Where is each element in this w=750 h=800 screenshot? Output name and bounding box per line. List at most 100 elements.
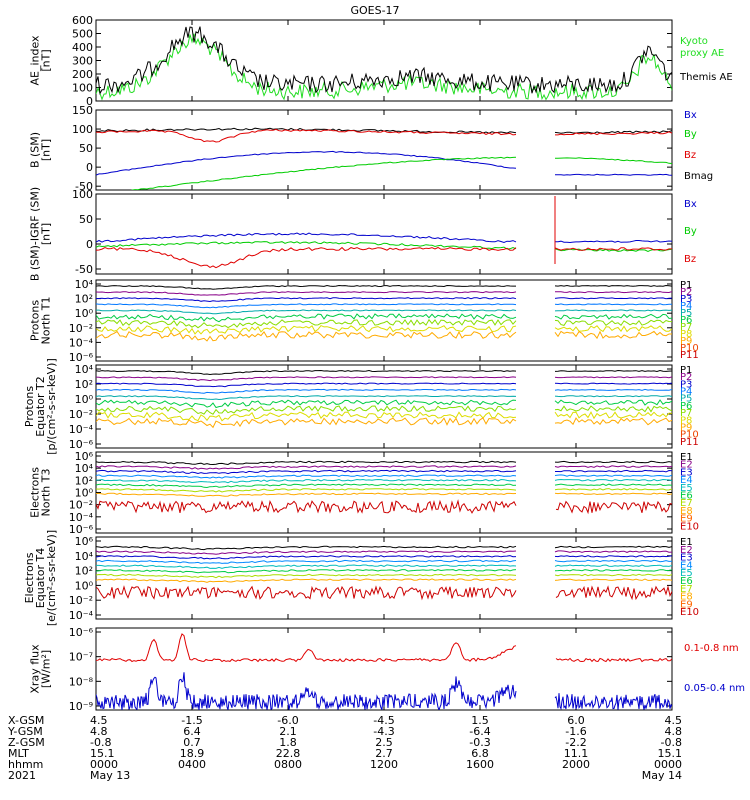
y-tick-label: 10⁻² — [69, 322, 93, 335]
y-tick-label: 10⁻² — [69, 499, 93, 512]
panel-frame — [95, 536, 673, 620]
ephemeris-value: May 14 — [642, 769, 682, 782]
y-axis-label-line: [p/(cm²-s-sr-keV)] — [45, 358, 58, 455]
ephemeris-value: -0.3 — [469, 736, 490, 749]
legend-entry: E8 — [680, 506, 693, 517]
themis-ae-line — [96, 26, 672, 95]
ephemeris-value: 18.9 — [180, 747, 205, 760]
ephemeris-value: 4.8 — [665, 725, 683, 738]
ephemeris-row-label: 2021 — [8, 769, 36, 782]
ephemeris-value: -6.4 — [469, 725, 490, 738]
y-tick-label: 10⁻⁴ — [69, 609, 94, 622]
proton-channel-line — [96, 291, 672, 296]
legend-entry: 0.1-0.8 nm — [684, 643, 739, 654]
ephemeris-value: 1600 — [466, 758, 494, 771]
legend-entry: P4 — [680, 301, 692, 312]
series-group — [96, 460, 672, 515]
proton-channel-line — [96, 411, 672, 422]
y-tick-label: 10⁴ — [75, 363, 94, 376]
ephemeris-value: 0.7 — [183, 736, 201, 749]
ephemeris-value: 1200 — [370, 758, 398, 771]
y-tick-label: 200 — [72, 68, 93, 81]
proton-channel-line — [96, 395, 672, 401]
legend-entry: Bz — [684, 254, 696, 265]
series-group — [96, 369, 672, 429]
y-axis-label-line: B (SM) — [29, 132, 42, 168]
legend-entry: E1 — [680, 537, 693, 548]
ephemeris-value: -6.0 — [277, 714, 298, 727]
y-tick-label: 10⁻⁶ — [69, 438, 94, 451]
y-tick-label: -50 — [75, 263, 93, 276]
electron-e10-line — [96, 499, 672, 515]
panel-frame — [95, 193, 673, 275]
ephemeris-row-label: hhmm — [8, 758, 43, 771]
legend-entry: P8 — [680, 329, 692, 340]
legend-entry: E10 — [680, 607, 699, 618]
legend-entry: Bx — [684, 110, 697, 121]
legend-entry: P7 — [680, 408, 692, 419]
y-axis-label-line: [e/(cm²-s-sr-keV)] — [45, 530, 58, 626]
electron-channel-line — [96, 545, 672, 551]
legend-entry: E5 — [680, 483, 693, 494]
y-tick-label: 10⁴ — [75, 462, 94, 475]
legend-entry: Bz — [684, 150, 696, 161]
electron-channel-line — [96, 469, 672, 475]
legend-entry: E9 — [680, 514, 693, 525]
legend-entry: P9 — [680, 422, 692, 433]
y-axis-label-line: AE_index — [29, 35, 42, 86]
proton-channel-line — [96, 376, 672, 382]
electron-channel-line — [96, 483, 672, 489]
y-tick-label: 100 — [72, 82, 93, 95]
electron-channel-line — [96, 492, 672, 497]
y-tick-label: 10⁻⁹ — [69, 700, 93, 713]
legend-entry: E3 — [680, 467, 693, 478]
y-tick-label: 10⁻⁷ — [69, 651, 93, 664]
legend-entry: proxy AE — [680, 48, 724, 59]
legend-entry: E2 — [680, 545, 693, 556]
proton-channel-line — [96, 303, 672, 309]
ephemeris-value: 4.5 — [90, 714, 108, 727]
legend-entry: E8 — [680, 592, 693, 603]
series-group — [96, 545, 672, 601]
y-tick-label: 100 — [72, 123, 93, 136]
electron-channel-line — [96, 578, 672, 583]
proton-channel-line — [96, 330, 672, 342]
ephemeris-value: 15.1 — [90, 747, 115, 760]
electron-channel-line — [96, 569, 672, 574]
legend-entry: E5 — [680, 568, 693, 579]
legend-entry: P4 — [680, 387, 692, 398]
electron-channel-line — [96, 550, 672, 555]
ephemeris-value: May 13 — [90, 769, 130, 782]
y-tick-label: 10⁶ — [75, 450, 94, 463]
ephemeris-value: -4.5 — [373, 714, 394, 727]
y-tick-label: 0 — [86, 95, 93, 108]
proton-channel-line — [96, 369, 672, 376]
ephemeris-value: 2000 — [562, 758, 590, 771]
legend-entry: E4 — [680, 560, 693, 571]
y-tick-label: 10⁻⁶ — [69, 626, 94, 639]
panel-bsm: B (SM)[nT] 150 100 50 0 -50 Bx By Bz Bmag — [29, 104, 714, 193]
y-axis-label-line: [nT] — [40, 223, 53, 245]
series-group — [96, 284, 672, 342]
legend-entry: P5 — [680, 394, 692, 405]
y-tick-label: 0 — [86, 161, 93, 174]
y-tick-label: 10⁰ — [75, 579, 94, 592]
y-axis-label: AE_index[nT] — [29, 35, 53, 86]
y-tick-label: 50 — [79, 142, 93, 155]
panel-xray: Xray flux[W/m²] 10⁻⁶ 10⁻⁷ 10⁻⁸ 10⁻⁹ 0.1-0.8 n… — [29, 626, 746, 713]
legend-entry: P6 — [680, 401, 692, 412]
legend-entry: P10 — [680, 343, 699, 354]
ephemeris-row-label: Z-GSM — [8, 736, 45, 749]
legend-entry: Kyoto — [680, 36, 708, 47]
legend-entry: P7 — [680, 322, 692, 333]
legend-entry: Bmag — [684, 171, 713, 182]
y-tick-label: 300 — [72, 55, 93, 68]
plot-title: GOES-17 — [350, 4, 399, 17]
y-tick-label: 10² — [75, 565, 93, 578]
proton-channel-line — [96, 284, 672, 290]
